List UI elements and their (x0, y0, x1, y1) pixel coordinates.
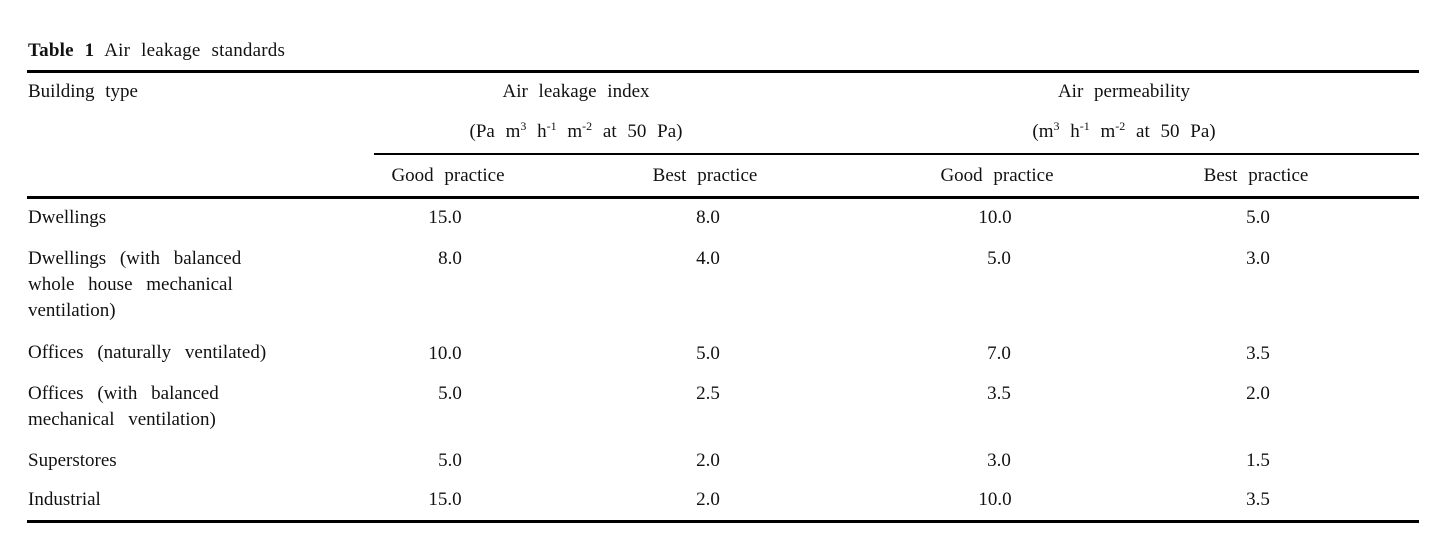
table-row-label: Superstores (28, 450, 117, 471)
bottom-rule (27, 520, 1419, 523)
header-air-permeability-unit: (m3 h-1 m-2 at 50 Pa) (1032, 119, 1216, 142)
table-row-label: Dwellings (with balanced whole house mec… (28, 248, 242, 321)
subheader-good-practice-2: Good practice (940, 165, 1054, 186)
table-cell: 8.0 (438, 248, 462, 269)
header-air-leakage-index: Air leakage index (502, 81, 650, 102)
table-row-label: Industrial (28, 489, 101, 510)
table-caption: Table 1 Air leakage standards (28, 40, 285, 62)
header-air-permeability: Air permeability (1057, 81, 1191, 102)
table-cell: 4.0 (696, 248, 720, 269)
table-number: Table 1 (28, 40, 95, 61)
table-cell: 15.0 (428, 489, 462, 510)
table-cell: 5.0 (987, 248, 1011, 269)
table-cell: 5.0 (696, 343, 720, 364)
table-row-label: Offices (with balanced mechanical ventil… (28, 383, 219, 430)
table-cell: 15.0 (428, 207, 462, 228)
table-cell: 3.5 (1246, 489, 1270, 510)
table-title: Air leakage standards (104, 40, 286, 61)
table-cell: 8.0 (696, 207, 720, 228)
table-cell: 5.0 (1246, 207, 1270, 228)
table-cell: 2.0 (696, 450, 720, 471)
table-cell: 2.0 (696, 489, 720, 510)
table-cell: 1.5 (1246, 450, 1270, 471)
table-cell: 10.0 (428, 343, 462, 364)
table-cell: 5.0 (438, 450, 462, 471)
subheader-rule (374, 153, 1419, 155)
subheader-good-practice-1: Good practice (391, 165, 505, 186)
table-cell: 10.0 (978, 489, 1012, 510)
subheader-best-practice-2: Best practice (1203, 165, 1309, 186)
table-row-label: Offices (naturally ventilated) (28, 342, 267, 363)
top-rule (27, 70, 1419, 73)
subheader-best-practice-1: Best practice (652, 165, 758, 186)
header-bottom-rule (27, 196, 1419, 199)
table-cell: 2.5 (696, 383, 720, 404)
header-building-type: Building type (28, 81, 138, 102)
header-air-leakage-index-unit: (Pa m3 h-1 m-2 at 50 Pa) (469, 119, 683, 142)
table-cell: 5.0 (438, 383, 462, 404)
table-cell: 3.5 (987, 383, 1011, 404)
table-cell: 2.0 (1246, 383, 1270, 404)
table-cell: 3.0 (987, 450, 1011, 471)
table-cell: 10.0 (978, 207, 1012, 228)
table-cell: 3.5 (1246, 343, 1270, 364)
table-row-label: Dwellings (28, 207, 107, 228)
table-cell: 3.0 (1246, 248, 1270, 269)
table-cell: 7.0 (987, 343, 1011, 364)
